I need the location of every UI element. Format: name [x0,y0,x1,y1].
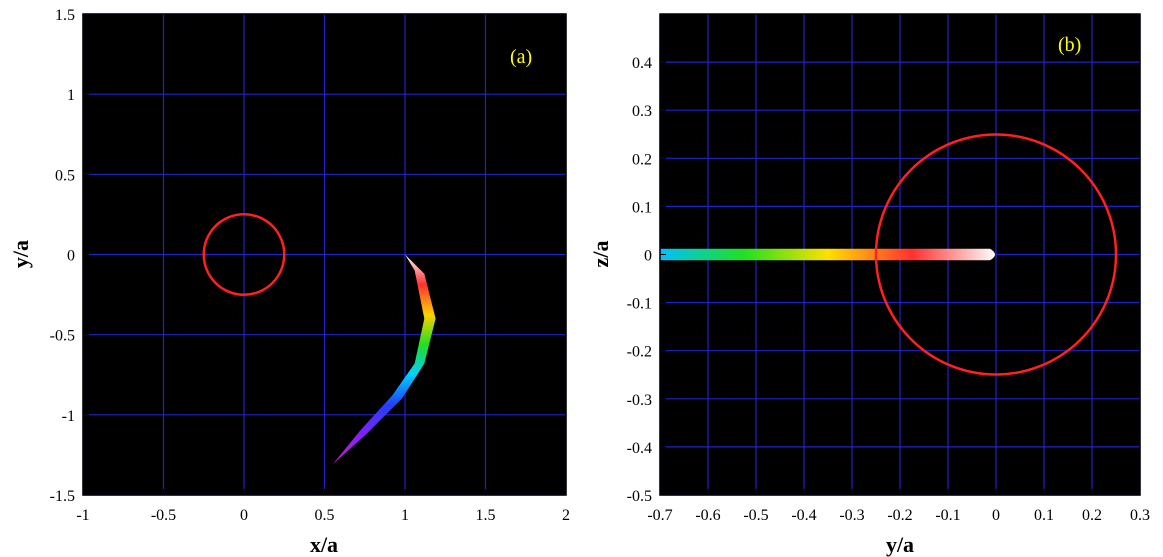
y-ticks-b: -0.5 -0.4 -0.3 -0.2 -0.1 0 0.1 0.2 0.3 0.4 [627,55,666,505]
y-tick-label: -0.5 [50,328,75,345]
x-tick-label: 0.2 [1082,507,1102,524]
y-tick-label: 0 [67,248,75,265]
y-tick-label: 0 [644,248,652,265]
y-ticks-a: -1.5 -1 -0.5 0 0.5 1 1.5 [50,7,89,505]
x-tick-label: -0.6 [695,507,720,524]
x-axis-label-a: x/a [310,532,338,557]
sphere-outline-b [874,133,1118,376]
x-tick-label: -1 [76,507,89,524]
panel-label-b: (b) [1058,34,1081,56]
x-ticks-b: -0.7 -0.6 -0.5 -0.4 -0.3 -0.2 -0.1 0 0.1 0.2 0.3 [647,489,1150,524]
y-tick-label: 1 [67,87,75,104]
x-tick-label: -0.5 [743,507,768,524]
x-tick-label: -0.1 [935,507,960,524]
x-tick-label: 0 [240,507,248,524]
x-tick-label: 1 [401,507,409,524]
x-tick-label: 2 [562,507,570,524]
sphere-outline-a [202,213,286,296]
x-ticks-a: -1 -0.5 0 0.5 1 1.5 2 [76,489,570,524]
y-axis-label-a: y/a [8,240,33,268]
y-tick-label: 0.1 [632,199,652,216]
x-tick-label: 1.5 [476,507,496,524]
x-axis-label-b: y/a [886,532,914,557]
y-tick-label: -0.3 [627,392,652,409]
x-tick-label: -0.5 [151,507,176,524]
y-tick-label: 0.2 [632,151,652,168]
y-tick-label: 0.3 [632,103,652,120]
y-tick-label: -1 [62,408,75,425]
y-tick-label: -0.5 [627,488,652,505]
panel-label-a: (a) [510,46,532,68]
x-tick-label: 0.5 [315,507,335,524]
y-tick-label: -0.2 [627,344,652,361]
x-tick-label: 0.1 [1034,507,1054,524]
y-tick-label: 0.5 [55,167,75,184]
x-tick-label: -0.2 [887,507,912,524]
panel-b: -0.7 -0.6 -0.5 -0.4 -0.3 -0.2 -0.1 0 0.1 0.2 0.3 -… [588,13,1150,557]
y-tick-label: 0.4 [632,55,652,72]
x-tick-label: 0.3 [1130,507,1150,524]
y-tick-label: -0.1 [627,296,652,313]
y-tick-label: -1.5 [50,488,75,505]
x-tick-label: -0.7 [647,507,672,524]
x-tick-label: 0 [992,507,1000,524]
x-tick-label: -0.3 [839,507,864,524]
panel-a: -1 -0.5 0 0.5 1 1.5 2 -1.5-1-0.500.511.5 (a) x… [8,7,570,557]
y-axis-label-b: z/a [588,241,613,268]
y-tick-label: 1.5 [55,7,75,24]
x-tick-label: -0.4 [791,507,816,524]
particle-stream-b [660,248,995,261]
y-tick-label: -0.4 [627,440,652,457]
